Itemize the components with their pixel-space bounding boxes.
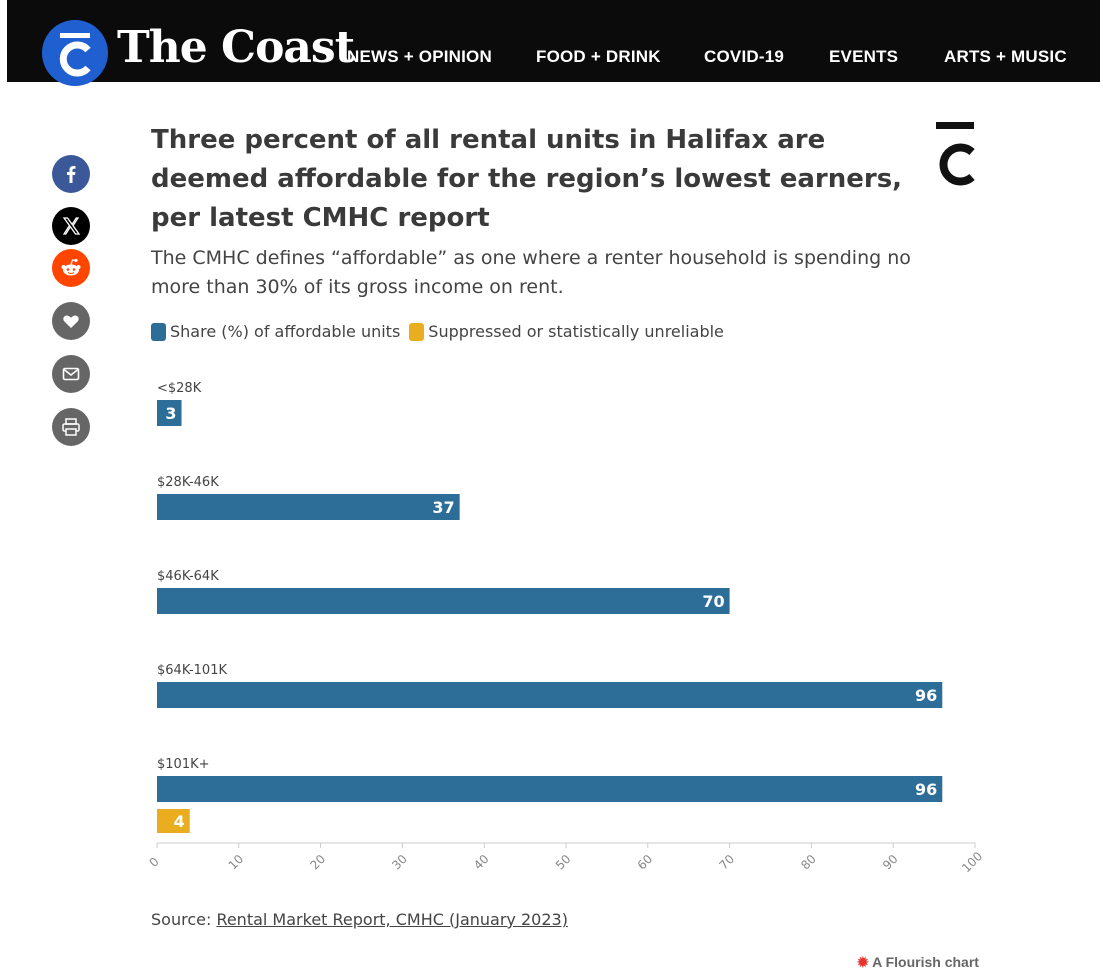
x-tick-label-90: 90	[880, 852, 901, 873]
category-label-28k-46k: $28K-46K	[157, 475, 219, 490]
x-share-button[interactable]	[52, 207, 90, 245]
nav-arts-music[interactable]: ARTS + MUSIC	[944, 47, 1067, 66]
nav-events[interactable]: EVENTS	[829, 47, 899, 66]
category-label-64k-101k: $64K-101K	[157, 663, 227, 678]
nav-news-opinion[interactable]: NEWS + OPINION	[347, 47, 492, 66]
print-icon	[62, 418, 80, 436]
category-label-28k: <$28K	[157, 381, 202, 396]
chart-source: Source: Rental Market Report, CMHC (Janu…	[151, 910, 568, 929]
nav-food-drink[interactable]: FOOD + DRINK	[536, 47, 661, 66]
facebook-share-button[interactable]	[52, 155, 90, 193]
x-tick-label-60: 60	[635, 852, 656, 873]
bar-28k-46k-series-0	[157, 494, 460, 520]
bar-101k-series-0	[157, 776, 943, 802]
category-label-101k: $101K+	[157, 757, 210, 772]
x-tick-label-40: 40	[471, 852, 492, 873]
x-tick-label-30: 30	[389, 852, 410, 873]
legend-swatch-share	[151, 322, 166, 341]
the-coast-corner-logo-icon	[932, 122, 978, 190]
x-tick-label-80: 80	[798, 852, 819, 873]
source-prefix: Source:	[151, 910, 217, 929]
bar-101k-series-1	[157, 809, 190, 833]
email-icon	[62, 367, 80, 381]
x-icon	[62, 217, 81, 235]
category-label-46k-64k: $46K-64K	[157, 569, 219, 584]
bar-28k-series-0	[157, 400, 182, 426]
source-link[interactable]: Rental Market Report, CMHC (January 2023…	[216, 910, 568, 929]
bar-64k-101k-series-0	[157, 682, 943, 708]
email-share-button[interactable]	[52, 355, 90, 393]
the-coast-logo-icon[interactable]	[42, 20, 108, 86]
reddit-share-button[interactable]	[52, 249, 90, 287]
reddit-icon	[61, 258, 81, 276]
x-tick-label-20: 20	[307, 852, 328, 873]
like-button[interactable]	[52, 302, 90, 340]
bar-label-46k-64k-series-0: 70	[702, 592, 724, 611]
x-tick-label-0: 0	[147, 855, 162, 870]
x-tick-label-10: 10	[226, 852, 247, 873]
x-tick-label-70: 70	[716, 852, 737, 873]
legend-item-share[interactable]: Share (%) of affordable units	[151, 322, 400, 341]
chart-title: Three percent of all rental units in Hal…	[151, 125, 903, 233]
bar-label-28k-series-0: 3	[165, 404, 176, 423]
bar-46k-64k-series-0	[157, 588, 730, 614]
legend-item-suppressed[interactable]: Suppressed or statistically unreliable	[409, 322, 724, 341]
legend-label-suppressed: Suppressed or statistically unreliable	[428, 322, 724, 341]
facebook-icon	[67, 166, 76, 183]
x-tick-label-50: 50	[553, 852, 574, 873]
nav-covid-19[interactable]: COVID-19	[704, 47, 785, 66]
chart-legend: Share (%) of affordable units Suppressed…	[151, 322, 733, 341]
bar-label-101k-series-1: 4	[174, 812, 185, 831]
x-tick-label-100: 100	[959, 849, 985, 875]
flourish-credit[interactable]: ✹ A Flourish chart	[857, 954, 979, 970]
bar-label-64k-101k-series-0: 96	[915, 686, 937, 705]
bar-label-28k-46k-series-0: 37	[432, 498, 454, 517]
heart-icon	[63, 315, 79, 328]
brand-name[interactable]: The Coast	[117, 22, 355, 73]
chart-subtitle: The CMHC defines “affordable” as one whe…	[151, 247, 911, 298]
flourish-logo-icon: ✹	[857, 954, 869, 970]
legend-label-share: Share (%) of affordable units	[170, 322, 401, 341]
flourish-credit-label: A Flourish chart	[872, 954, 979, 970]
print-button[interactable]	[52, 408, 90, 446]
bar-label-101k-series-0: 96	[915, 780, 937, 799]
site-header: The Coast NEWS + OPINION FOOD + DRINK CO…	[7, 0, 1100, 86]
legend-swatch-suppressed	[409, 322, 425, 341]
